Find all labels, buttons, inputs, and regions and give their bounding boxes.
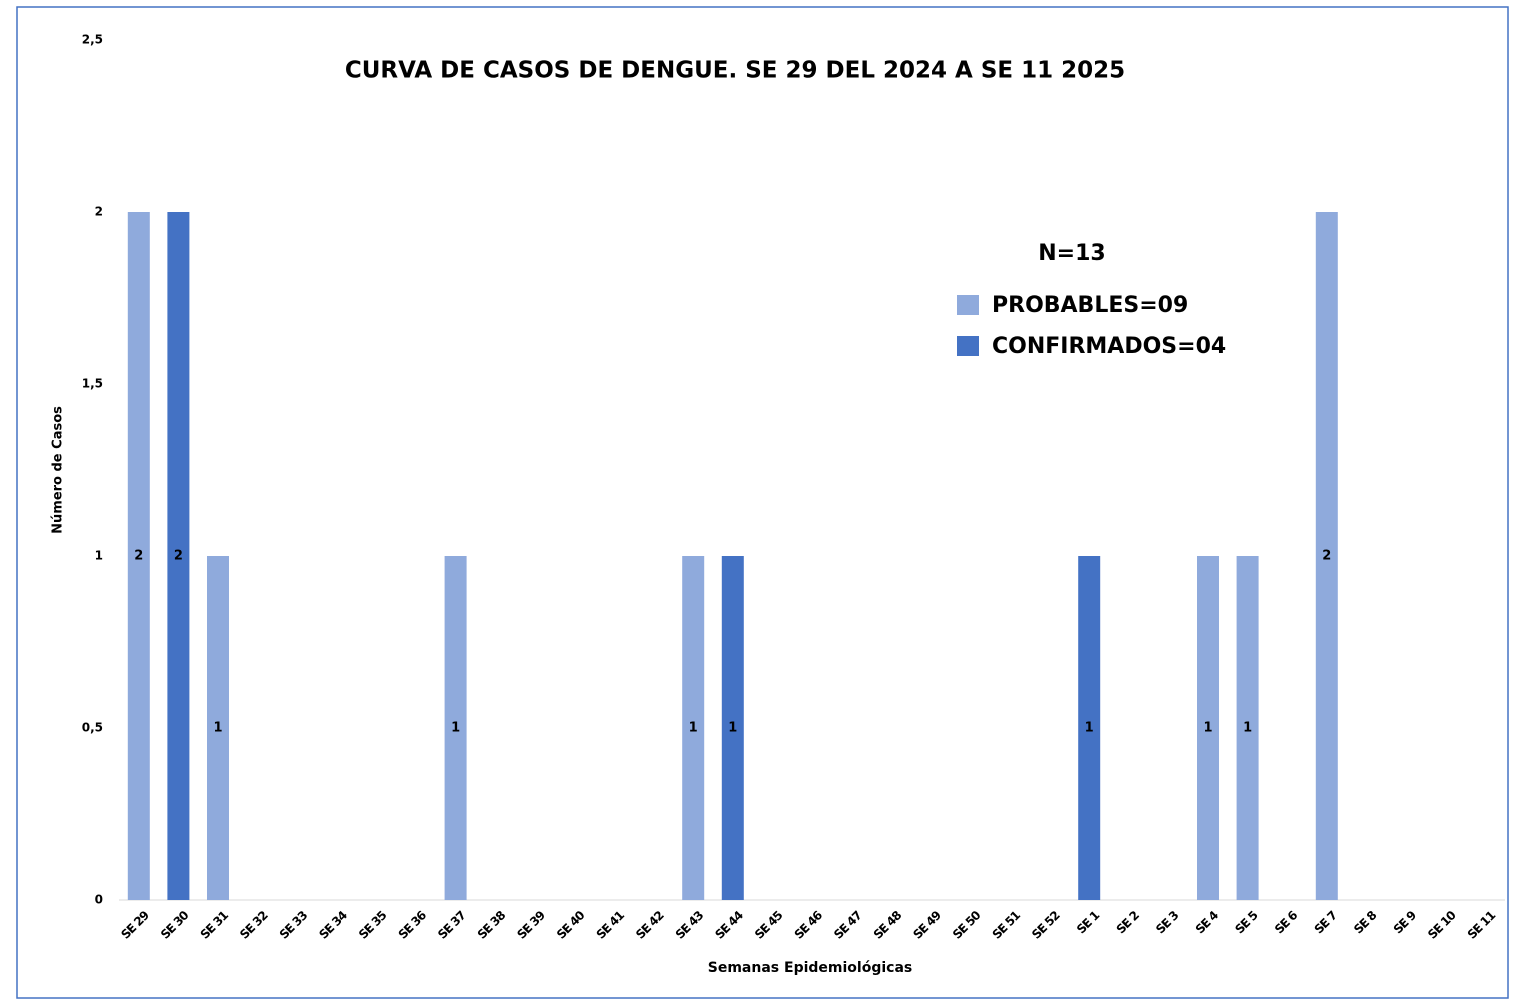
bar [127,212,150,900]
legend-label: PROBABLES=09 [992,293,1188,318]
y-axis-label: Número de Casos [51,406,66,534]
y-tick-label: 1,5 [82,377,103,391]
chart-title: CURVA DE CASOS DE DENGUE. SE 29 DEL 2024… [345,58,1125,84]
bar [207,556,229,900]
bar [167,212,190,900]
data-label: 2 [1322,549,1331,564]
data-label: 1 [689,721,698,736]
bar [721,556,744,900]
data-label: 1 [728,721,737,736]
data-label: 1 [213,721,222,736]
legend-swatch [957,295,979,315]
y-tick-label: 2 [95,205,103,219]
data-label: 1 [451,721,460,736]
data-label: 2 [134,549,143,564]
y-tick-label: 1 [95,549,103,563]
legend-swatch [957,336,979,356]
data-label: 1 [1243,721,1252,736]
bar [1078,556,1101,900]
bar [444,556,467,900]
annotation: N=13 [1038,241,1105,266]
bar [682,556,705,900]
legend-label: CONFIRMADOS=04 [992,334,1226,359]
y-tick-label: 0 [95,893,103,907]
y-tick-label: 0,5 [82,721,103,735]
data-label: 1 [1085,721,1094,736]
data-label: 2 [174,549,183,564]
bar [1315,212,1338,900]
bar [1197,556,1219,900]
chart-frame [16,6,1509,999]
y-tick-label: 2,5 [82,33,103,47]
x-axis-label: Semanas Epidemiológicas [708,960,912,976]
bar [1236,556,1259,900]
data-label: 1 [1203,721,1212,736]
